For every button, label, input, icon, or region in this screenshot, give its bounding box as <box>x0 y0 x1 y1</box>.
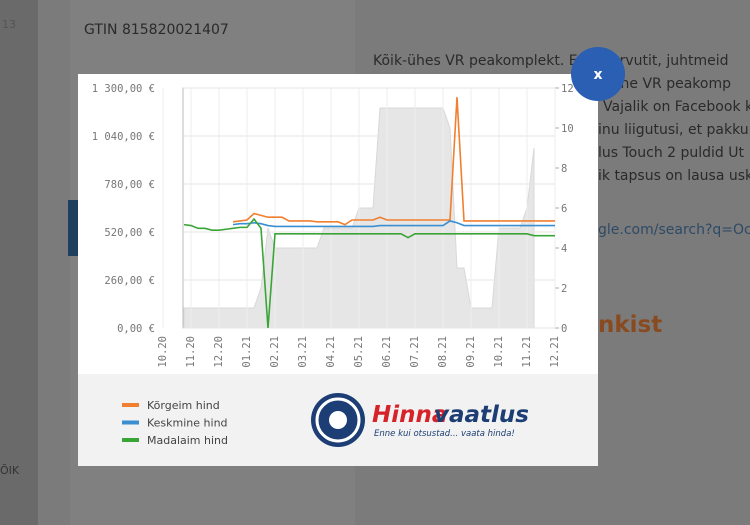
paragraph-line: Vajalik on Facebook k <box>603 99 750 115</box>
legend-label: Madalaim hind <box>147 434 228 447</box>
x-tick-label: 02.21 <box>269 336 281 368</box>
x-tick-label: 05.21 <box>353 336 365 368</box>
y-tick-label: 780,00 € <box>104 179 155 191</box>
price-line <box>183 217 555 329</box>
y-tick-label: 520,00 € <box>104 227 155 239</box>
chart: 0,00 € 260,00 € 520,00 € 780,00 € 1 040,00 €… <box>92 83 574 368</box>
paragraph-line: e arvutit, juhtmeid <box>598 53 728 69</box>
logo-icon-lens <box>329 411 347 429</box>
y2-tick-label: 6 <box>561 203 567 215</box>
x-tick-label: 07.21 <box>409 336 421 368</box>
x-tick-label: 03.21 <box>297 336 309 368</box>
x-tick-label: 11.20 <box>185 336 197 368</box>
close-button[interactable] <box>571 47 625 101</box>
x-tick-label: 06.21 <box>381 336 393 368</box>
logo-icon-ring <box>315 397 361 443</box>
x-tick-label: 12.21 <box>549 336 561 368</box>
y2-tick-label: 12 <box>561 83 574 95</box>
brand-part2: vaatlus <box>434 402 529 428</box>
x-tick-label: 04.21 <box>325 336 337 368</box>
logo: Hinna vaatlus Enne kui otsustad... vaata… <box>311 393 529 447</box>
y2-tick-label: 0 <box>561 323 567 335</box>
paragraph-line: ik tapsus on lausa usk <box>598 168 750 184</box>
side-column <box>0 0 38 525</box>
x-tick-label: 12.20 <box>213 336 225 368</box>
y2-tick-label: 4 <box>561 243 567 255</box>
y-tick-label: 260,00 € <box>104 275 155 287</box>
tagline: Enne kui otsustad... vaata hinda! <box>374 429 515 439</box>
x-tick-label: 11.21 <box>521 336 533 368</box>
x-tick-label: 10.21 <box>493 336 505 368</box>
paragraph-line: mine VR peakomp <box>603 76 731 92</box>
legend-label: Kõrgeim hind <box>147 399 220 412</box>
y-tick-label: 1 040,00 € <box>92 131 155 143</box>
y-tick-label: 1 300,00 € <box>92 83 155 95</box>
brand-part1: Hinna <box>372 402 447 428</box>
legend-label: Keskmine hind <box>147 417 228 430</box>
y-tick-label: 0,00 € <box>117 323 155 335</box>
price-line <box>232 97 555 226</box>
paragraph-line: lus Touch 2 puldid Ut <box>598 145 745 161</box>
price-line <box>232 220 555 228</box>
close-label[interactable]: x <box>593 67 602 83</box>
x-tick-label: 08.21 <box>437 336 449 368</box>
link-fragment[interactable]: gle.com/search?q=Ocul <box>598 222 750 238</box>
x-tick-label: 09.21 <box>465 336 477 368</box>
paragraph-line: inu liigutusi, et pakku <box>598 122 749 138</box>
heading-fragment: nkist <box>598 312 662 338</box>
y2-tick-label: 10 <box>561 123 574 135</box>
gtin: GTIN 815820021407 <box>84 22 229 38</box>
side-label: ÕIK <box>0 464 20 477</box>
paragraph-line: Kõik-ühes VR peakomplekt. E <box>373 53 578 69</box>
y2-tick-label: 2 <box>561 283 567 295</box>
x-tick-label: 01.21 <box>241 336 253 368</box>
corner-number: 13 <box>2 18 16 31</box>
y2-tick-label: 8 <box>561 163 567 175</box>
x-tick-label: 10.20 <box>157 336 169 368</box>
